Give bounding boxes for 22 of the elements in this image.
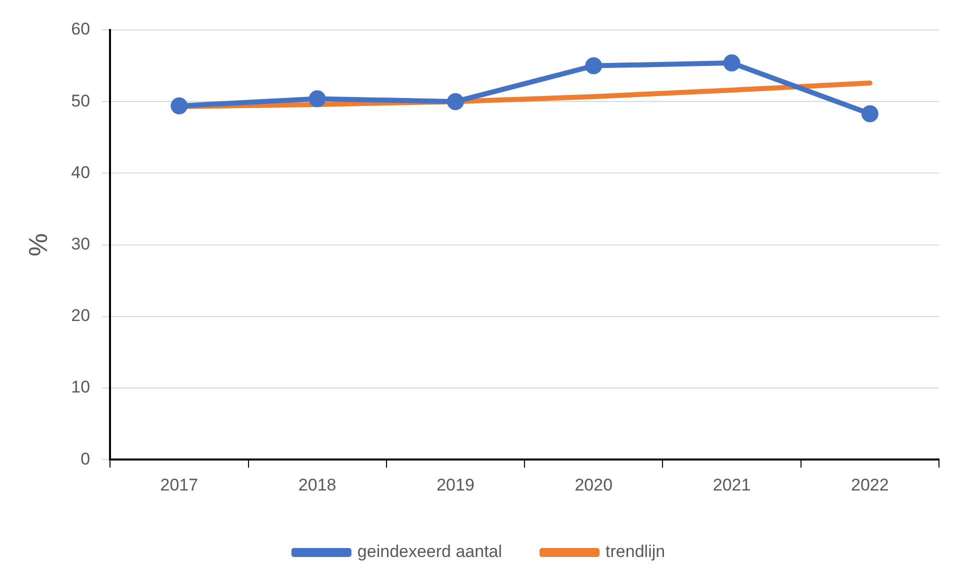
- y-tick-label: 0: [80, 449, 90, 468]
- x-tick-label: 2019: [436, 475, 474, 494]
- y-tick-label: 60: [71, 20, 90, 39]
- point: [585, 57, 602, 74]
- point: [170, 97, 188, 114]
- y-tick-label: 10: [71, 378, 90, 397]
- point: [308, 90, 326, 108]
- x-tick-label: 2021: [712, 475, 751, 494]
- legend-label: trendlijn: [606, 542, 666, 562]
- point: [723, 54, 740, 72]
- x-tick-label: 2017: [160, 475, 198, 494]
- x-tick-label: 2020: [574, 475, 613, 494]
- y-tick-label: 30: [71, 234, 90, 254]
- x-tick-label: 2018: [298, 475, 336, 494]
- y-tick-label: 20: [71, 306, 90, 326]
- legend-label: geindexeerd aantal: [357, 542, 502, 562]
- x-tick-label: 2022: [851, 475, 889, 494]
- point: [446, 93, 464, 110]
- y-tick-label: 40: [71, 162, 90, 182]
- y-axis-title: %: [22, 233, 53, 256]
- y-tick-label: 50: [71, 91, 90, 110]
- point: [861, 105, 878, 122]
